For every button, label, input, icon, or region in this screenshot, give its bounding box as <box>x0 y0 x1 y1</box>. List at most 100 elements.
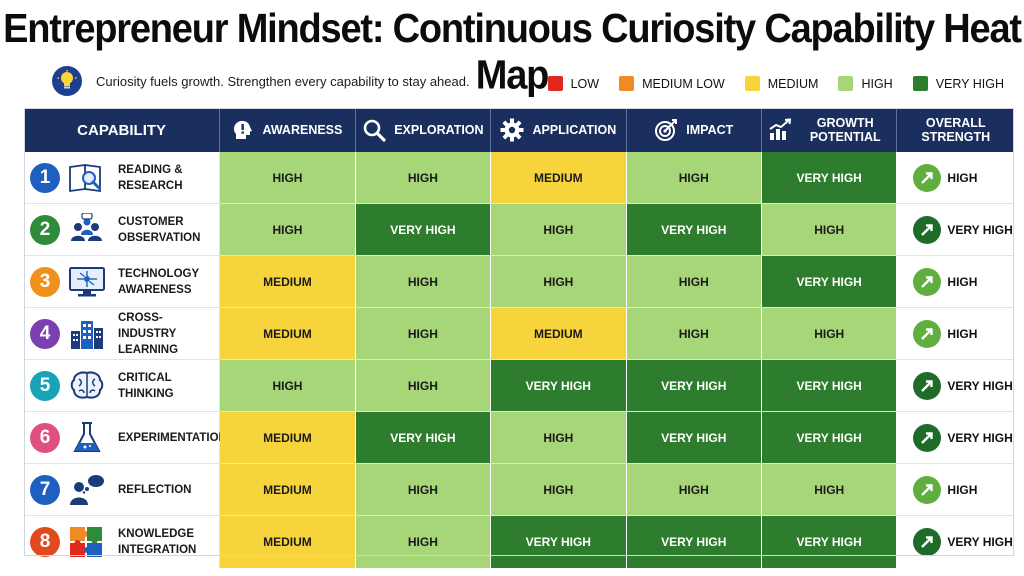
brain-icon <box>68 369 106 403</box>
overall-strength-cell: VERY HIGH <box>897 516 1014 568</box>
heatmap-cell: HIGH <box>491 256 627 307</box>
overall-strength-label: HIGH <box>947 274 978 289</box>
heatmap-cell: HIGH <box>220 152 356 203</box>
magnifier-icon <box>362 118 386 142</box>
heatmap-cell: VERY HIGH <box>626 204 762 255</box>
capability-cell: 2 CUSTOMER OBSERVATION <box>24 204 221 255</box>
flask-icon <box>68 421 106 455</box>
row-number-badge: 5 <box>30 370 60 401</box>
overall-strength-cell: HIGH <box>897 464 1014 515</box>
capability-label: REFLECTION <box>118 483 192 496</box>
heatmap-cell: MEDIUM <box>220 308 356 359</box>
trend-up-icon <box>913 528 942 556</box>
legend-swatch <box>838 76 854 91</box>
capability-cell: 7 REFLECTION <box>24 464 221 515</box>
heatmap-cell: VERY HIGH <box>626 360 762 411</box>
heatmap-cell: VERY HIGH <box>761 516 898 568</box>
heatmap-cell: HIGH <box>355 464 492 515</box>
overall-strength-label: VERY HIGH <box>947 378 1013 393</box>
column-header-label: AWARENESS <box>262 123 343 137</box>
lightbulb-icon <box>52 66 82 96</box>
column-header-awareness: AWARENESS <box>220 108 356 152</box>
legend-swatch <box>547 76 563 91</box>
row-number-badge: 2 <box>30 214 60 245</box>
subtitle: Curiosity fuels growth. Strengthen every… <box>96 73 470 89</box>
overall-strength-cell: VERY HIGH <box>897 360 1014 411</box>
capability-cell: 8 KNOWLEDGE INTEGRATION <box>24 516 221 568</box>
column-header-label: GROWTH POTENTIAL <box>809 116 881 144</box>
table-row: 1 READING & RESEARCH HIGH HIGH MEDIUM HIGH VER… <box>24 152 1014 204</box>
legend-item: VERY HIGH <box>912 76 1004 91</box>
capability-cell: 5 CRITICAL THINKING <box>24 360 221 411</box>
row-number-badge: 3 <box>30 266 60 297</box>
overall-strength-label: HIGH <box>947 482 978 497</box>
legend-item: MEDIUM <box>744 76 818 91</box>
bar-chart-icon <box>768 118 792 142</box>
row-number-badge: 7 <box>30 474 60 505</box>
buildings-icon <box>68 317 106 351</box>
column-header-capability: CAPABILITY <box>24 108 221 152</box>
overall-strength-cell: VERY HIGH <box>897 204 1014 255</box>
capability-label: READING & RESEARCH <box>118 163 183 192</box>
capability-cell: 4 CROSS-INDUSTRY LEARNING <box>24 308 221 359</box>
column-header-label: APPLICATION <box>532 123 617 137</box>
legend-swatch <box>619 76 635 91</box>
legend-label: VERY HIGH <box>935 76 1004 91</box>
heatmap-cell: VERY HIGH <box>761 360 898 411</box>
overall-strength-label: VERY HIGH <box>947 222 1013 237</box>
heatmap-cell: MEDIUM <box>220 256 356 307</box>
legend-label: MEDIUM LOW <box>642 76 725 91</box>
header-row: CAPABILITY AWARENESS EXPLORATION APPLICATIO… <box>24 108 1014 152</box>
heatmap-cell: VERY HIGH <box>761 152 898 203</box>
heatmap-cell: HIGH <box>220 360 356 411</box>
capability-cell: 3 TECHNOLOGY AWARENESS <box>24 256 221 307</box>
heatmap-cell: HIGH <box>355 152 492 203</box>
overall-strength-cell: HIGH <box>897 308 1014 359</box>
heatmap-cell: HIGH <box>761 464 898 515</box>
legend-item: LOW <box>547 76 600 91</box>
heatmap-cell: HIGH <box>355 360 492 411</box>
heatmap-cell: MEDIUM <box>220 516 356 568</box>
table-row: 3 TECHNOLOGY AWARENESS MEDIUM HIGH HIGH HIGH V… <box>24 256 1014 308</box>
head-exclamation-icon <box>232 119 254 141</box>
heatmap-cell: VERY HIGH <box>626 516 762 568</box>
trend-up-icon <box>913 371 942 400</box>
legend-item: HIGH <box>838 76 893 91</box>
heatmap-cell: MEDIUM <box>491 308 627 359</box>
column-header-application: APPLICATION <box>491 108 627 152</box>
row-number-badge: 1 <box>30 162 60 193</box>
heatmap-cell: VERY HIGH <box>355 204 492 255</box>
row-number-badge: 4 <box>30 318 60 349</box>
overall-strength-cell: VERY HIGH <box>897 412 1014 463</box>
heatmap-cell: HIGH <box>626 152 762 203</box>
capability-label: CUSTOMER OBSERVATION <box>118 215 201 244</box>
capability-label: KNOWLEDGE INTEGRATION <box>118 528 197 556</box>
heatmap-cell: HIGH <box>355 516 492 568</box>
monitor-icon <box>68 265 106 299</box>
heatmap-table: CAPABILITY AWARENESS EXPLORATION APPLICATIO… <box>24 108 1014 568</box>
legend-swatch <box>912 76 928 91</box>
column-header-impact: IMPACT <box>627 108 763 152</box>
heatmap-cell: HIGH <box>220 204 356 255</box>
column-header-label: EXPLORATION <box>394 123 484 137</box>
capability-label: CROSS-INDUSTRY LEARNING <box>118 311 179 356</box>
puzzle-icon <box>68 525 106 559</box>
target-icon <box>654 118 678 142</box>
heatmap-cell: HIGH <box>761 308 898 359</box>
heatmap-cell: HIGH <box>626 464 762 515</box>
legend-label: LOW <box>570 76 600 91</box>
gear-icon <box>500 118 524 142</box>
people-icon <box>68 211 106 247</box>
row-number-badge: 6 <box>30 422 60 453</box>
column-header-label: OVERALL STRENGTH <box>921 116 991 144</box>
heatmap-cell: VERY HIGH <box>355 412 492 463</box>
capability-cell: 6 EXPERIMENTATION <box>24 412 227 463</box>
column-header-overall-strength: OVERALL STRENGTH <box>897 108 1014 152</box>
heatmap-cell: HIGH <box>626 308 762 359</box>
overall-strength-cell: HIGH <box>897 152 1014 203</box>
heatmap-cell: MEDIUM <box>220 464 356 515</box>
heatmap-cell: HIGH <box>491 204 627 255</box>
thinking-person-icon <box>68 473 106 507</box>
trend-up-icon <box>913 215 942 244</box>
overall-strength-label: VERY HIGH <box>947 535 1013 549</box>
